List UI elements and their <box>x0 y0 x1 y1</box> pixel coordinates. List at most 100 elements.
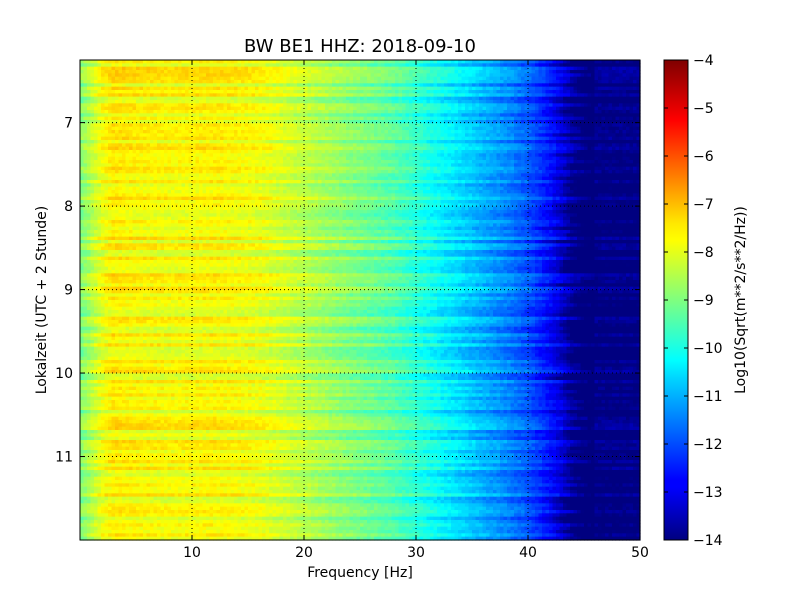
spectrogram-cell <box>489 123 494 128</box>
spectrogram-cell <box>472 86 477 91</box>
spectrogram-cell <box>346 96 351 101</box>
spectrogram-cell <box>374 96 379 101</box>
spectrogram-cell <box>202 63 207 68</box>
spectrogram-cell <box>279 80 284 84</box>
spectrogram-cell <box>153 60 158 64</box>
spectrogram-cell <box>381 76 386 81</box>
spectrogram-cell <box>293 110 298 114</box>
spectrogram-cell <box>594 110 599 114</box>
spectrogram-cell <box>577 60 582 64</box>
spectrogram-cell <box>157 103 162 108</box>
spectrogram-cell <box>416 136 421 141</box>
spectrogram-cell <box>360 93 365 98</box>
spectrogram-cell <box>447 133 452 138</box>
spectrogram-cell <box>528 66 533 71</box>
spectrogram-cell <box>486 133 491 138</box>
spectrogram-cell <box>304 103 309 108</box>
spectrogram-cell <box>216 63 221 68</box>
spectrogram-cell <box>132 130 137 134</box>
spectrogram-cell <box>83 73 88 78</box>
spectrogram-cell <box>304 136 309 141</box>
spectrogram-cell <box>416 60 421 64</box>
spectrogram-cell <box>136 143 141 148</box>
spectrogram-cell <box>328 63 333 68</box>
spectrogram-cell <box>136 133 141 138</box>
spectrogram-cell <box>307 93 312 98</box>
spectrogram-cell <box>514 140 519 144</box>
spectrogram-cell <box>475 116 480 121</box>
spectrogram-cell <box>174 120 179 124</box>
spectrogram-cell <box>465 103 470 108</box>
spectrogram-cell <box>538 100 543 104</box>
spectrogram-cell <box>615 123 620 128</box>
spectrogram-cell <box>377 63 382 68</box>
spectrogram-cell <box>290 140 295 144</box>
spectrogram-cell <box>454 90 459 94</box>
spectrogram-cell <box>363 96 368 101</box>
spectrogram-cell <box>493 63 498 68</box>
spectrogram-cell <box>528 86 533 91</box>
spectrogram-cell <box>321 120 326 124</box>
spectrogram-cell <box>552 106 557 111</box>
spectrogram-cell <box>566 76 571 81</box>
spectrogram-cell <box>584 106 589 111</box>
spectrogram-cell <box>594 90 599 94</box>
spectrogram-cell <box>101 90 106 94</box>
spectrogram-cell <box>601 133 606 138</box>
spectrogram-cell <box>188 110 193 114</box>
spectrogram-cell <box>458 86 463 91</box>
spectrogram-cell <box>360 136 365 141</box>
spectrogram-cell <box>482 120 487 124</box>
spectrogram-cell <box>384 110 389 114</box>
spectrogram-cell <box>440 110 445 114</box>
spectrogram-cell <box>283 90 288 94</box>
spectrogram-cell <box>612 110 617 114</box>
spectrogram-cell <box>521 80 526 84</box>
spectrogram-cell <box>612 90 617 94</box>
spectrogram-cell <box>101 100 106 104</box>
spectrogram-cell <box>118 120 123 124</box>
spectrogram-cell <box>451 110 456 114</box>
spectrogram-cell <box>279 66 284 71</box>
spectrogram-cell <box>174 63 179 68</box>
spectrogram-cell <box>500 113 505 118</box>
spectrogram-cell <box>601 83 606 88</box>
spectrogram-cell <box>80 130 85 134</box>
spectrogram-cell <box>629 83 634 88</box>
spectrogram-cell <box>234 120 239 124</box>
spectrogram-cell <box>622 100 627 104</box>
spectrogram-cell <box>248 70 253 74</box>
spectrogram-cell <box>111 133 116 138</box>
spectrogram-cell <box>517 80 522 84</box>
spectrogram-cell <box>510 60 515 64</box>
spectrogram-cell <box>556 106 561 111</box>
spectrogram-cell <box>262 123 267 128</box>
spectrogram-cell <box>174 83 179 88</box>
spectrogram-cell <box>629 106 634 111</box>
spectrogram-cell <box>160 136 165 141</box>
spectrogram-cell <box>255 60 260 64</box>
spectrogram-cell <box>136 126 141 131</box>
spectrogram-cell <box>493 96 498 101</box>
spectrogram-cell <box>255 106 260 111</box>
spectrogram-cell <box>566 120 571 124</box>
spectrogram-cell <box>325 86 330 91</box>
spectrogram-cell <box>384 140 389 144</box>
spectrogram-cell <box>384 113 389 118</box>
spectrogram-cell <box>381 86 386 91</box>
spectrogram-cell <box>468 113 473 118</box>
spectrogram-cell <box>349 83 354 88</box>
spectrogram-cell <box>223 86 228 91</box>
spectrogram-cell <box>622 123 627 128</box>
spectrogram-cell <box>381 70 386 74</box>
spectrogram-cell <box>80 106 85 111</box>
spectrogram-cell <box>248 113 253 118</box>
spectrogram-cell <box>265 116 270 121</box>
spectrogram-cell <box>472 70 477 74</box>
spectrogram-cell <box>535 63 540 68</box>
spectrogram-cell <box>139 76 144 81</box>
spectrogram-cell <box>293 86 298 91</box>
spectrogram-cell <box>129 113 134 118</box>
spectrogram-cell <box>570 130 575 134</box>
spectrogram-cell <box>615 133 620 138</box>
